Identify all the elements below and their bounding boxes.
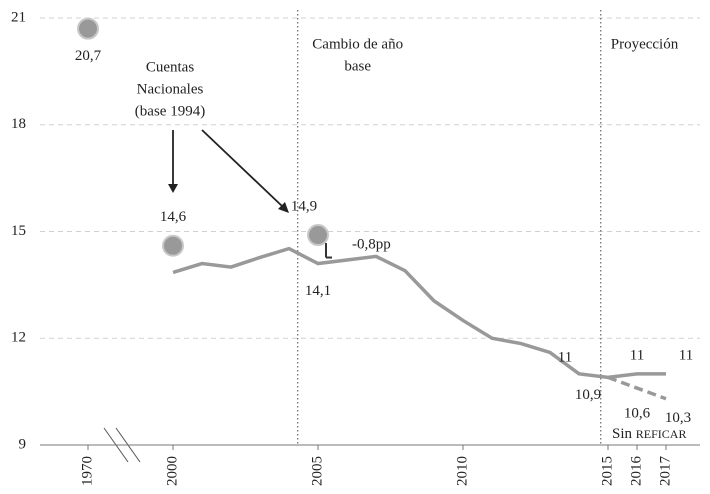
series-line bbox=[172, 246, 666, 380]
annotation: Cuentas bbox=[146, 59, 194, 75]
data-point bbox=[307, 224, 329, 247]
projection-line bbox=[607, 375, 667, 401]
arrow-head bbox=[168, 184, 178, 193]
series-label-part: REFICAR bbox=[636, 427, 687, 441]
x-tick-label: 2010 bbox=[454, 456, 470, 486]
arrow-head bbox=[278, 202, 289, 213]
y-tick-label: 12 bbox=[11, 330, 26, 346]
y-tick-label: 9 bbox=[19, 436, 27, 452]
y-tick-label: 18 bbox=[11, 116, 26, 132]
data-label: 10,6 bbox=[624, 406, 651, 422]
data-label: 14,9 bbox=[291, 198, 317, 214]
arrow bbox=[201, 129, 283, 207]
reference-label: Proyección bbox=[611, 36, 679, 52]
data-point bbox=[162, 234, 184, 257]
reference-label: Cambio de año bbox=[312, 36, 403, 52]
data-point bbox=[77, 17, 99, 40]
y-tick-label: 15 bbox=[11, 223, 26, 239]
data-label: 14,6 bbox=[160, 209, 187, 225]
series-label: Sin REFICAR bbox=[612, 426, 686, 442]
series-label-part: Sin bbox=[612, 426, 636, 442]
x-tick-label: 2000 bbox=[164, 456, 180, 486]
data-label: 20,7 bbox=[75, 48, 102, 64]
x-tick-label: 2016 bbox=[628, 456, 644, 487]
x-tick-label: 2015 bbox=[599, 456, 615, 486]
annotation: (base 1994) bbox=[135, 103, 205, 119]
data-label: 11 bbox=[679, 347, 693, 363]
x-tick-label: 1970 bbox=[79, 456, 95, 486]
data-label: 11 bbox=[630, 347, 644, 363]
annotation: Nacionales bbox=[137, 81, 204, 97]
reference-label: base bbox=[344, 58, 371, 74]
data-label: 11 bbox=[558, 349, 572, 365]
x-tick-label: 2017 bbox=[657, 456, 673, 487]
data-label: 14,1 bbox=[305, 283, 331, 299]
x-tick-label: 2005 bbox=[309, 456, 325, 486]
annotation: -0,8pp bbox=[352, 236, 391, 252]
y-tick-label: 21 bbox=[11, 9, 26, 25]
data-label: 10,3 bbox=[665, 410, 691, 426]
data-label: 10,9 bbox=[575, 387, 601, 403]
